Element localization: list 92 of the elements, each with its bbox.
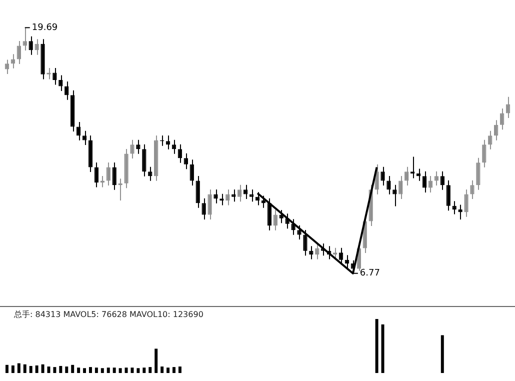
- candlestick: [58, 74, 63, 92]
- candlestick: [482, 139, 486, 168]
- annotation: 19.69: [32, 23, 58, 33]
- candlestick: [64, 80, 69, 100]
- candlestick: [106, 162, 110, 186]
- bar: [100, 368, 104, 373]
- candlestick: [446, 180, 450, 212]
- bar: [178, 366, 182, 373]
- bar: [47, 366, 50, 373]
- candlestick: [297, 224, 302, 240]
- candlestick: [315, 242, 320, 260]
- candlestick: [476, 157, 480, 190]
- candlestick: [94, 162, 99, 188]
- annotation: 总手: 84313 MAVOL5: 76628 MAVOL10: 123690: [14, 309, 204, 320]
- bar: [166, 368, 170, 373]
- bar: [17, 363, 20, 373]
- candlestick: [136, 139, 140, 154]
- bar: [29, 366, 32, 373]
- bar: [35, 365, 38, 373]
- candlestick: [28, 36, 33, 56]
- bar: [118, 368, 122, 373]
- bar: [172, 367, 176, 373]
- candlestick: [4, 59, 10, 75]
- bar: [136, 368, 140, 373]
- candlestick: [148, 166, 152, 182]
- annotation: 6.77: [360, 268, 380, 279]
- candlestick: [52, 67, 57, 86]
- candlestick: [202, 198, 206, 220]
- candlestick: [142, 144, 146, 177]
- bar: [142, 368, 146, 373]
- bar: [5, 364, 8, 373]
- bar: [41, 364, 44, 373]
- candlestick: [285, 213, 290, 230]
- candlestick: [232, 188, 236, 202]
- candlestick: [10, 54, 16, 69]
- bar: [65, 366, 68, 373]
- bar: [375, 319, 378, 373]
- candlestick: [338, 247, 344, 266]
- candlestick: [243, 184, 248, 200]
- candlestick: [112, 162, 116, 190]
- candlestick: [303, 229, 308, 256]
- bar: [154, 348, 158, 373]
- candlestick: [291, 218, 296, 236]
- candlestick: [184, 152, 188, 170]
- bar: [59, 366, 62, 373]
- bar: [160, 366, 164, 373]
- candlestick: [386, 175, 391, 195]
- bar: [23, 364, 26, 373]
- candlestick: [214, 188, 218, 204]
- bar: [381, 324, 384, 373]
- candlestick: [208, 188, 212, 220]
- candlestick: [380, 166, 385, 186]
- candlestick: [166, 134, 170, 150]
- candlestick: [34, 38, 39, 56]
- candlestick: [196, 175, 200, 208]
- candlestick: [452, 200, 456, 215]
- bar: [440, 335, 444, 373]
- candlestick: [190, 159, 194, 186]
- bar: [11, 365, 14, 373]
- candlestick: [392, 184, 397, 207]
- candlestick: [16, 40, 21, 64]
- candlestick: [422, 170, 427, 194]
- bar: [88, 367, 92, 373]
- bar: [124, 368, 128, 373]
- candlestick: [374, 164, 379, 195]
- candlestick: [238, 184, 242, 202]
- candlestick: [470, 180, 474, 200]
- bar: [83, 368, 86, 373]
- bar: [71, 364, 74, 373]
- candlestick: [130, 139, 134, 159]
- candlestick: [440, 170, 444, 190]
- candlestick: [398, 175, 403, 200]
- bar: [148, 367, 152, 373]
- candlestick: [500, 108, 504, 130]
- bar: [94, 368, 98, 373]
- candlestick: [309, 246, 314, 260]
- candlestick: [488, 130, 492, 150]
- candlestick: [226, 188, 230, 206]
- candlestick: [404, 166, 409, 186]
- candlestick: [172, 139, 176, 154]
- candlestick: [178, 144, 182, 164]
- candlestick: [249, 188, 254, 202]
- candlestick: [464, 188, 468, 218]
- candlestick: [82, 130, 87, 146]
- candlestick: [434, 170, 439, 186]
- candlestick: [22, 27, 27, 51]
- bar: [106, 368, 110, 373]
- bar: [53, 367, 56, 373]
- bar: [112, 368, 116, 373]
- bar: [77, 368, 80, 373]
- candlestick: [428, 175, 433, 194]
- candlestick: [76, 121, 81, 141]
